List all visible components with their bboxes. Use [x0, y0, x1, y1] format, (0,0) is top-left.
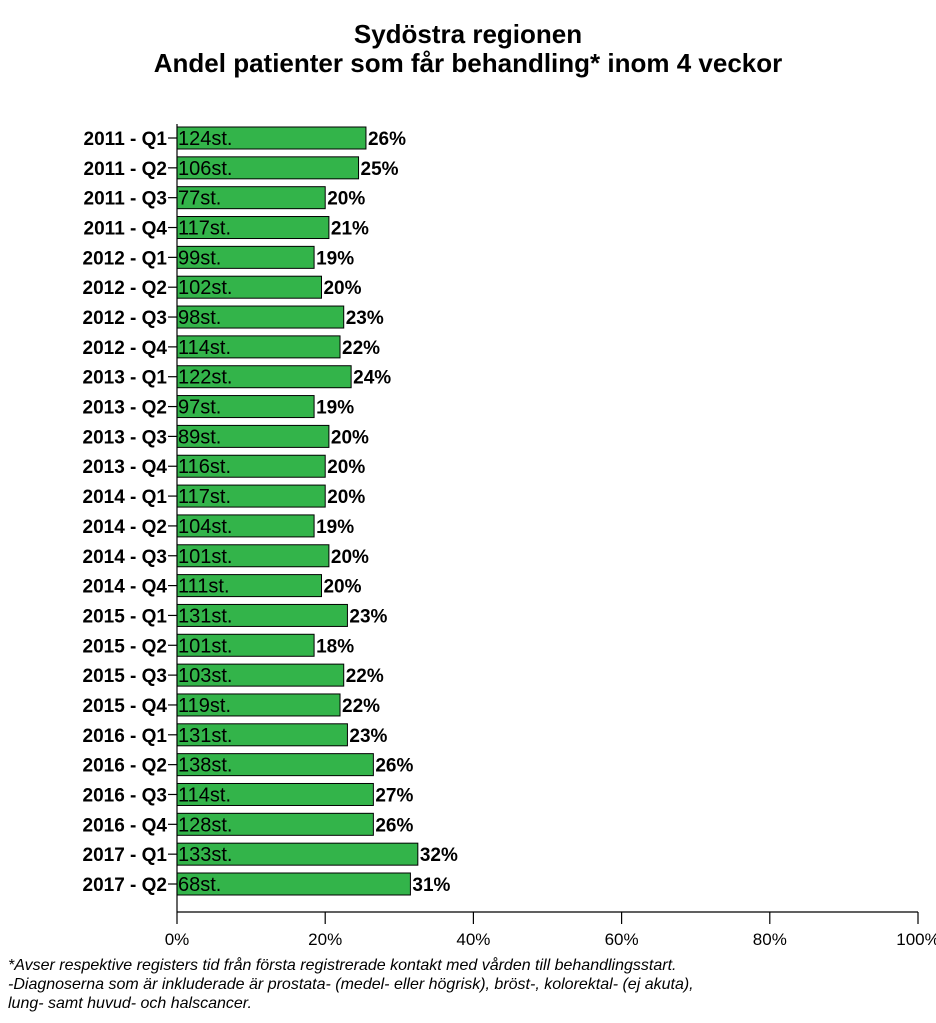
category-label: 2017 - Q2: [83, 875, 168, 896]
bar-value-label: 26%: [375, 756, 413, 777]
bar-count-label: 99st.: [178, 247, 221, 269]
x-tick-label: 40%: [456, 930, 490, 949]
bar-count-label: 101st.: [178, 635, 232, 657]
bar-value-label: 19%: [316, 248, 354, 269]
y-axis-labels: 2011 - Q1 2011 - Q2 2011 - Q3 2011 - Q4 2012…: [83, 129, 168, 896]
bar-count-label: 111st.: [178, 576, 230, 598]
category-label: 2013 - Q2: [83, 398, 168, 419]
bar-count-label: 114st.: [178, 784, 231, 806]
bar-count-label: 68st.: [178, 874, 221, 896]
axes: [168, 124, 918, 913]
bar-count-label: 122st.: [178, 367, 232, 389]
bar-value-label: 20%: [327, 457, 365, 478]
footnote-line-1: *Avser respektive registers tid från för…: [8, 957, 677, 974]
category-label: 2012 - Q3: [83, 308, 168, 329]
bar-chart: 2011 - Q1 2011 - Q2 2011 - Q3 2011 - Q4 2012…: [83, 124, 936, 949]
bar-value-label: 26%: [368, 129, 406, 150]
value-labels: 26% 25% 20% 21% 19% 20% 23% 22% 24% 19% 20% 20% 20% 1…: [316, 129, 458, 896]
category-label: 2011 - Q3: [84, 189, 167, 210]
bar-count-label: 103st.: [178, 665, 232, 687]
bar-value-label: 22%: [346, 666, 384, 687]
bar-count-label: 119st.: [178, 695, 231, 717]
bar-count-label: 102st.: [178, 277, 232, 299]
category-label: 2015 - Q1: [83, 606, 168, 627]
chart-title-line-1: Sydöstra regionen: [353, 19, 583, 49]
bar-count-label: 106st.: [178, 158, 232, 180]
bar-value-label: 23%: [349, 726, 387, 747]
x-tick-label: 0%: [165, 930, 190, 949]
bar-count-label: 116st.: [178, 456, 231, 478]
bar-value-label: 20%: [327, 487, 365, 508]
bar-value-label: 24%: [353, 368, 391, 389]
category-label: 2014 - Q2: [83, 517, 168, 538]
footnote: *Avser respektive registers tid från för…: [8, 956, 928, 1013]
category-label: 2015 - Q4: [83, 696, 168, 717]
category-label: 2012 - Q4: [83, 338, 168, 359]
bar-count-label: 133st.: [178, 844, 232, 866]
bar-value-label: 20%: [327, 189, 365, 210]
category-label: 2014 - Q3: [83, 547, 168, 568]
chart-title-line-2: Andel patienter som får behandling* inom…: [153, 48, 783, 78]
bar-value-label: 18%: [316, 636, 354, 657]
bar-value-label: 21%: [331, 219, 369, 240]
category-label: 2015 - Q2: [83, 636, 168, 657]
category-label: 2013 - Q3: [83, 427, 168, 448]
bar-count-label: 101st.: [178, 546, 232, 568]
bar-value-label: 22%: [342, 338, 380, 359]
category-label: 2016 - Q1: [83, 726, 168, 747]
chart-title: Sydöstra regionen Andel patienter som få…: [0, 20, 936, 78]
bar-count-label: 128st.: [178, 814, 232, 836]
bar-count-label: 124st.: [178, 128, 232, 150]
category-label: 2014 - Q1: [83, 487, 168, 508]
category-label: 2016 - Q2: [83, 756, 168, 777]
x-tick-label: 100%: [896, 930, 936, 949]
bar-value-label: 20%: [331, 547, 369, 568]
category-label: 2011 - Q2: [84, 159, 167, 180]
category-label: 2015 - Q3: [83, 666, 168, 687]
bar-value-label: 23%: [346, 308, 384, 329]
bar-value-label: 23%: [349, 606, 387, 627]
bar-value-label: 32%: [420, 845, 458, 866]
bar-count-label: 114st.: [178, 337, 231, 359]
bar-value-label: 19%: [316, 517, 354, 538]
category-label: 2012 - Q2: [83, 278, 168, 299]
bar-value-label: 27%: [375, 785, 413, 806]
bar-value-label: 20%: [331, 427, 369, 448]
category-label: 2011 - Q1: [84, 129, 168, 150]
bar-value-label: 20%: [323, 278, 361, 299]
bar-count-label: 138st.: [178, 755, 232, 777]
category-label: 2012 - Q1: [83, 248, 168, 269]
bar-count-label: 98st.: [178, 307, 221, 329]
bar-count-label: 117st.: [178, 218, 231, 240]
bar-value-label: 25%: [361, 159, 399, 180]
x-axis-ticks: 0% 20% 40% 60% 80% 100%: [165, 912, 936, 949]
bar-count-label: 131st.: [178, 725, 232, 747]
count-labels: 124st. 106st. 77st. 117st. 99st. 102st. 98st. 1…: [178, 128, 232, 896]
bar-count-label: 117st.: [178, 486, 231, 508]
category-label: 2014 - Q4: [83, 577, 168, 598]
category-label: 2013 - Q1: [83, 368, 168, 389]
bar-count-label: 131st.: [178, 605, 232, 627]
x-tick-label: 80%: [753, 930, 787, 949]
category-label: 2017 - Q1: [83, 845, 168, 866]
category-label: 2013 - Q4: [83, 457, 168, 478]
bar-count-label: 97st.: [178, 397, 221, 419]
bar-value-label: 22%: [342, 696, 380, 717]
bars: [176, 126, 419, 896]
bar-count-label: 89st.: [178, 426, 221, 448]
x-tick-label: 20%: [308, 930, 342, 949]
category-label: 2016 - Q3: [83, 785, 168, 806]
footnote-line-2: -Diagnoserna som är inkluderade är prost…: [8, 976, 694, 993]
bar-value-label: 19%: [316, 398, 354, 419]
bar-count-label: 77st.: [178, 188, 221, 210]
bar-count-label: 104st.: [178, 516, 232, 538]
category-label: 2011 - Q4: [84, 219, 168, 240]
bar-value-label: 26%: [375, 815, 413, 836]
footnote-line-3: lung- samt huvud- och halscancer.: [8, 995, 252, 1012]
bar-value-label: 31%: [412, 875, 450, 896]
bar-value-label: 20%: [323, 577, 361, 598]
x-tick-label: 60%: [605, 930, 639, 949]
category-label: 2016 - Q4: [83, 815, 168, 836]
